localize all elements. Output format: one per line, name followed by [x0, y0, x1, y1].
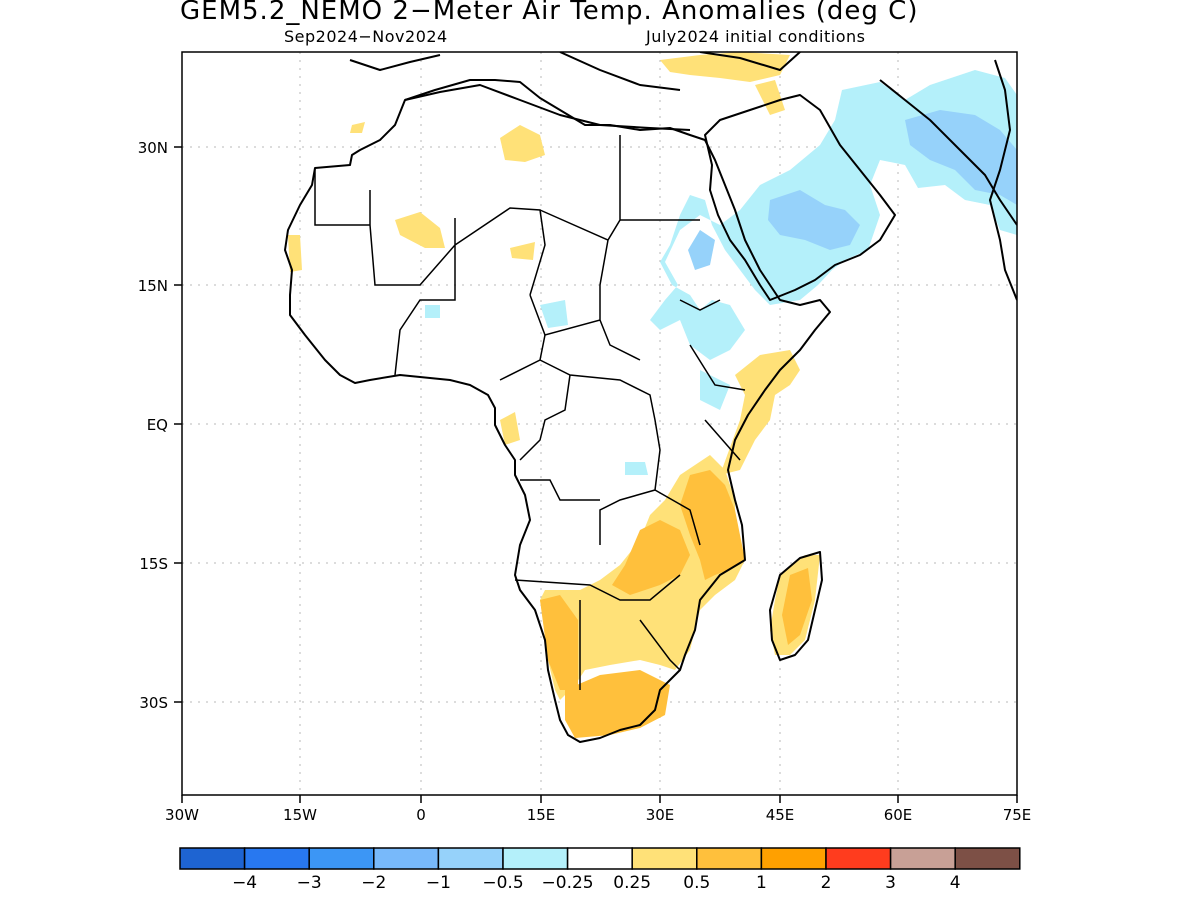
lat-label-30n: 30N — [138, 139, 168, 157]
lon-label-15w: 15W — [283, 806, 317, 824]
colorbar-tick-label: 4 — [950, 873, 961, 893]
lon-label-30w: 30W — [165, 806, 199, 824]
lon-label-45e: 45E — [766, 806, 795, 824]
cool-anomaly-west-africa — [425, 305, 440, 318]
warm-anomaly-madagascar — [782, 568, 812, 645]
colorbar-tick-label: 2 — [821, 873, 832, 893]
colorbar-swatch — [243, 847, 310, 870]
cool-anomaly-sahel — [540, 300, 568, 328]
lon-label-60e: 60E — [884, 806, 913, 824]
colorbar-swatch — [373, 847, 440, 870]
colorbar-tick-label: −4 — [232, 873, 257, 893]
colorbar-swatch — [179, 847, 246, 870]
colorbar-tick-label: −1 — [426, 873, 451, 893]
colorbar-tick-label: 3 — [885, 873, 896, 893]
colorbar-swatch — [889, 847, 956, 870]
colorbar-legend: −4 −3 −2 −1 −0.5 −0.25 0.25 0.5 1 2 3 4 — [179, 847, 1021, 893]
cool-anomaly-strong-arabia — [768, 190, 860, 250]
colorbar-swatch — [308, 847, 375, 870]
colorbar-tick-label: −0.5 — [482, 873, 523, 893]
warm-anomaly-levant — [755, 80, 785, 115]
india-coastline — [989, 59, 1017, 301]
colorbar-tick-label: −0.25 — [542, 873, 594, 893]
arabia-coastline — [704, 94, 896, 301]
border-central-africa — [499, 334, 661, 545]
cool-anomaly-central-africa — [625, 462, 648, 475]
latitude-labels: 30N 15N EQ 15S 30S — [138, 139, 168, 712]
lat-label-15n: 15N — [138, 277, 168, 295]
lon-label-30e: 30E — [646, 806, 675, 824]
border-southern-africa — [514, 479, 681, 690]
colorbar-tick-label: −2 — [361, 873, 386, 893]
border-west-africa — [314, 135, 641, 376]
lon-label-0: 0 — [416, 806, 426, 824]
warm-anomaly-horn — [720, 350, 800, 475]
axis-ticks — [174, 146, 1018, 803]
warm-anomaly-libya — [500, 125, 545, 162]
longitude-labels: 30W 15W 0 15E 30E 45E 60E 75E — [165, 806, 1031, 824]
coastlines — [284, 52, 1017, 743]
warm-anomaly-algeria-coast — [350, 122, 365, 133]
warm-anomaly-senegal — [288, 235, 302, 272]
warm-anomaly-namibia — [540, 595, 578, 690]
lon-label-75e: 75E — [1003, 806, 1032, 824]
iran-coastline — [879, 79, 1017, 226]
colorbar-tick-label: 0.25 — [613, 873, 651, 893]
colorbar-tick-label: −3 — [297, 873, 322, 893]
lon-label-15e: 15E — [527, 806, 556, 824]
madagascar-coastline — [769, 551, 823, 661]
colorbar-swatch — [631, 847, 698, 870]
europe-coastline — [349, 52, 801, 91]
warm-anomaly-gabon — [500, 412, 520, 445]
warm-anomaly-shading — [288, 52, 820, 738]
mediterranean-south-coast — [404, 84, 691, 131]
colorbar-swatch — [566, 847, 633, 870]
country-borders — [314, 135, 746, 690]
colorbar-tick-label: 0.5 — [683, 873, 710, 893]
lat-label-15s: 15S — [139, 555, 168, 573]
cool-anomaly-east-africa — [700, 370, 730, 410]
colorbar-swatch — [696, 847, 763, 870]
colorbar-swatch — [825, 847, 892, 870]
cool-anomaly-strong-east-africa — [688, 230, 715, 270]
warm-anomaly-mediterranean — [660, 52, 790, 82]
warm-anomaly-mali — [395, 212, 445, 248]
initial-conditions-subtitle: July2024 initial conditions — [646, 27, 866, 46]
lat-label-30s: 30S — [139, 694, 168, 712]
warm-anomaly-southern-africa — [680, 470, 745, 580]
border-east-africa — [620, 219, 746, 546]
colorbar-swatch — [502, 847, 569, 870]
colorbar-swatch — [437, 847, 504, 870]
colorbar-swatch — [954, 847, 1021, 870]
season-subtitle: Sep2024−Nov2024 — [284, 27, 448, 46]
lat-label-eq: EQ — [147, 416, 168, 434]
colorbar-tick-label: 1 — [756, 873, 767, 893]
warm-anomaly-niger — [510, 242, 535, 260]
chart-title: GEM5.2_NEMO 2−Meter Air Temp. Anomalies … — [180, 0, 919, 26]
warm-anomaly-zambia — [612, 520, 690, 595]
colorbar-swatch — [760, 847, 827, 870]
